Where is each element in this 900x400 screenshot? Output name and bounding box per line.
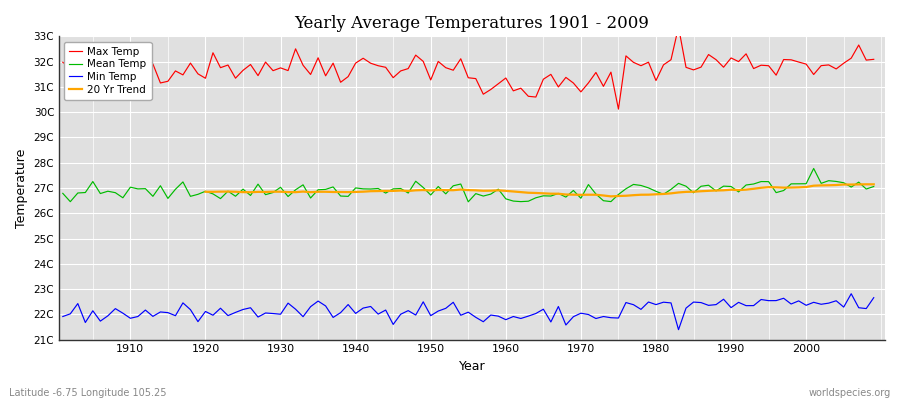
Line: Mean Temp: Mean Temp [63,168,874,202]
Max Temp [58,60,68,65]
Text: worldspecies.org: worldspecies.org [809,388,891,398]
Mean Temp [500,196,511,201]
Mean Temp [868,184,879,189]
Mean Temp [118,195,129,200]
20 Yr Trend [290,190,301,194]
Mean Temp [808,166,819,171]
Min Temp [328,315,338,320]
Max Temp [328,61,338,66]
Text: Latitude -6.75 Longitude 105.25: Latitude -6.75 Longitude 105.25 [9,388,166,398]
Mean Temp [508,199,518,204]
Max Temp [590,70,601,75]
Max Temp [673,25,684,30]
Max Temp [118,68,129,73]
Y-axis label: Temperature: Temperature [15,148,28,228]
20 Yr Trend [846,182,857,187]
Mean Temp [328,184,338,189]
Mean Temp [283,194,293,199]
Max Temp [868,57,879,62]
Mean Temp [58,191,68,196]
Min Temp [500,317,511,322]
Min Temp [673,327,684,332]
Min Temp [283,301,293,306]
Legend: Max Temp, Mean Temp, Min Temp, 20 Yr Trend: Max Temp, Mean Temp, Min Temp, 20 Yr Tre… [64,42,151,100]
X-axis label: Year: Year [459,360,485,373]
20 Yr Trend [606,194,616,199]
Mean Temp [598,198,608,203]
Max Temp [500,76,511,80]
Line: Min Temp: Min Temp [63,294,874,330]
20 Yr Trend [403,188,414,193]
20 Yr Trend [763,185,774,190]
Min Temp [590,316,601,321]
Mean Temp [463,199,473,204]
Title: Yearly Average Temperatures 1901 - 2009: Yearly Average Temperatures 1901 - 2009 [294,15,650,32]
Max Temp [283,68,293,73]
20 Yr Trend [778,185,789,190]
20 Yr Trend [868,182,879,187]
Min Temp [846,291,857,296]
20 Yr Trend [860,182,871,187]
Min Temp [868,295,879,300]
Line: 20 Yr Trend: 20 Yr Trend [205,184,874,196]
20 Yr Trend [673,190,684,195]
Max Temp [493,81,504,86]
Min Temp [118,311,129,316]
Min Temp [493,314,504,318]
Min Temp [58,314,68,319]
20 Yr Trend [200,189,211,194]
Line: Max Temp: Max Temp [63,27,874,109]
Max Temp [613,107,624,112]
